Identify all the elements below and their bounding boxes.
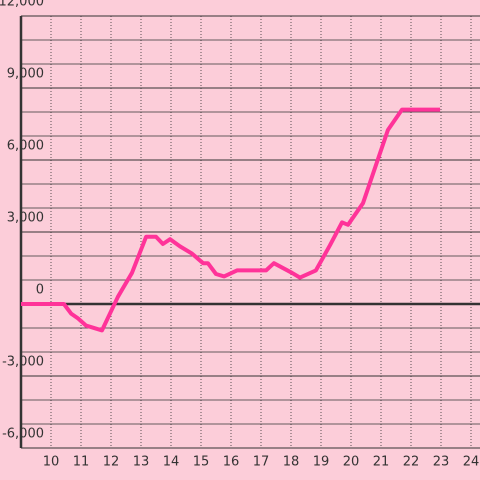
x-tick-label: 16 [223,455,240,470]
x-tick-label: 19 [313,455,330,470]
x-tick-label: 17 [253,455,270,470]
x-tick-label: 24 [463,455,480,470]
x-tick-label: 12 [103,455,120,470]
x-tick-label: 11 [73,455,90,470]
x-tick-label: 21 [373,455,390,470]
y-tick-label: -3,000 [2,355,44,370]
line [21,107,441,333]
x-tick-label: 23 [433,455,450,470]
x-tick-label: 20 [343,455,360,470]
x-tick-label: 14 [163,455,180,470]
y-tick-label: 9,000 [7,67,44,82]
y-tick-label: 6,000 [7,139,44,154]
x-tick-label: 18 [283,455,300,470]
y-tick-label: 12,000 [0,0,44,10]
y-tick-label: 0 [36,283,44,298]
x-tick-label: 13 [133,455,150,470]
x-tick-label: 10 [43,455,60,470]
y-tick-label: -6,000 [2,427,44,442]
x-tick-label: 15 [193,455,210,470]
y-tick-label: 3,000 [7,211,44,226]
x-tick-label: 22 [403,455,420,470]
